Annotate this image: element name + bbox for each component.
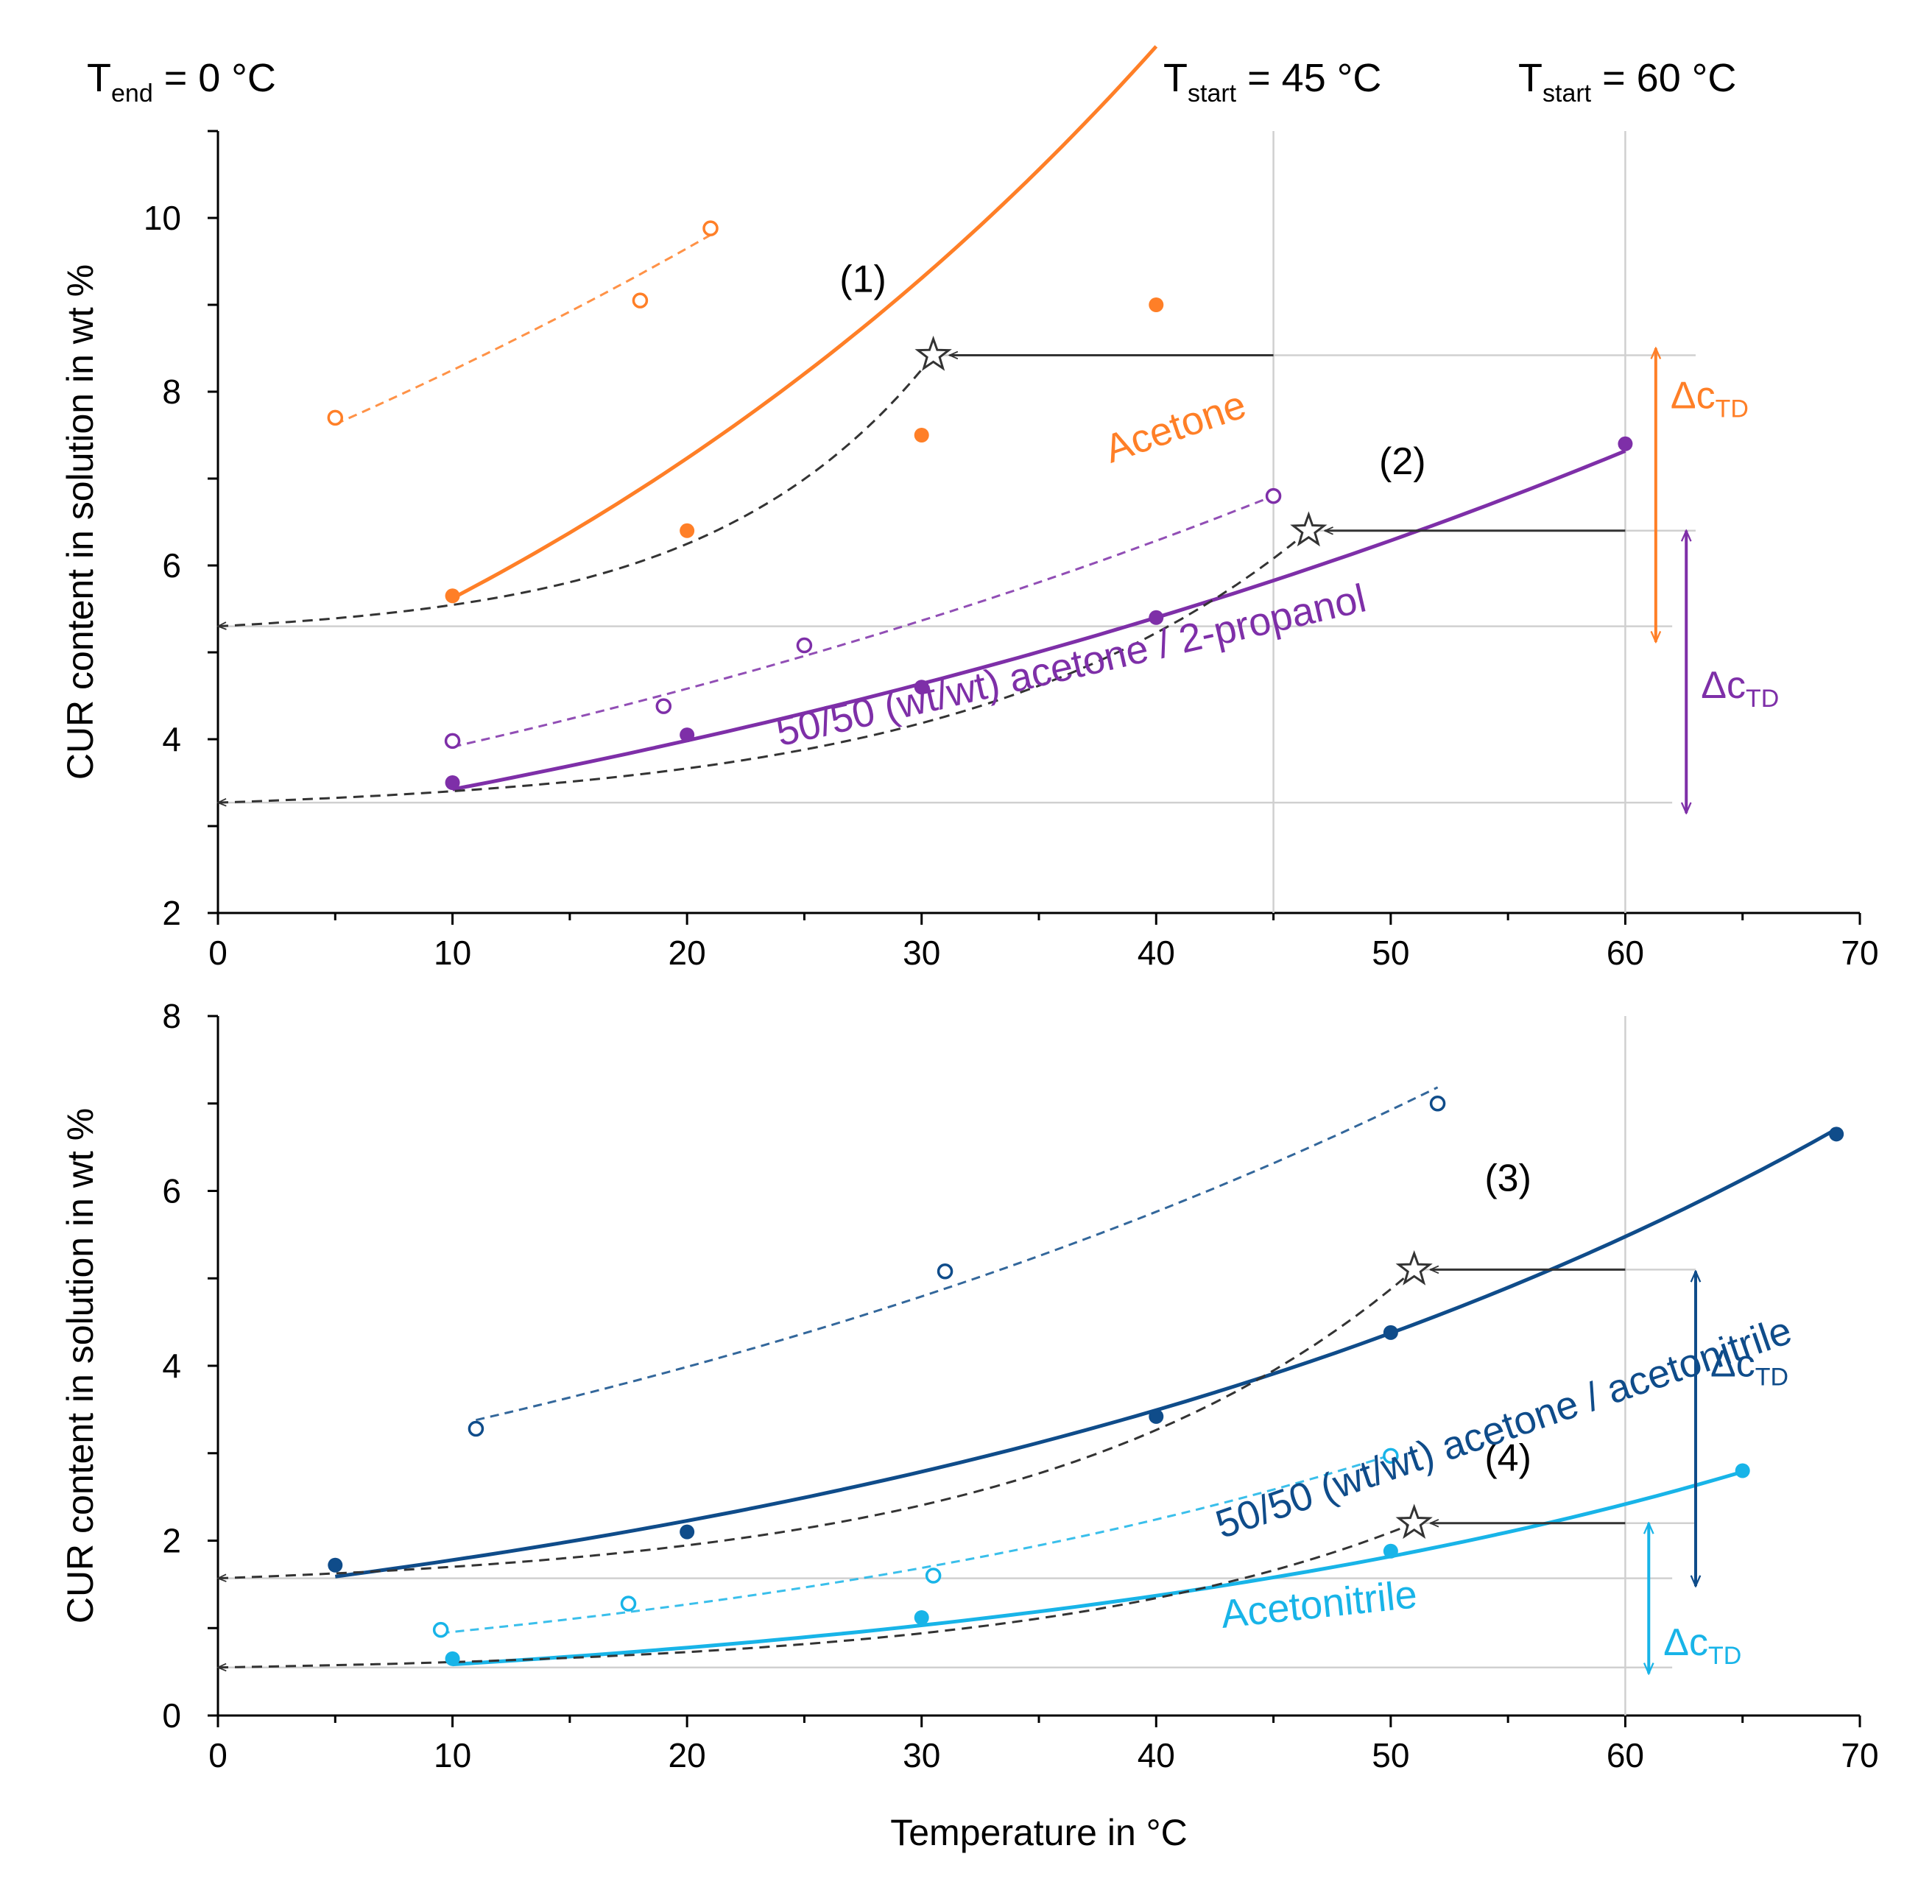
- top-trajectory-curve: [218, 529, 1310, 803]
- bottom-fit-curve: [476, 1086, 1439, 1422]
- top-data-point: [680, 727, 695, 743]
- t-end-label: Tend = 0 °C: [87, 56, 276, 107]
- top-chart: 0 10 20 30 40 50 60 70 2 4 6 8 10 CUR content in solu…: [60, 45, 1879, 972]
- top-data-point-open: [702, 220, 719, 236]
- bottom-delta-label: ΔcTD: [1663, 1621, 1741, 1670]
- bottom-x-tick-label: 10: [434, 1736, 471, 1774]
- top-data-point-open: [655, 698, 672, 714]
- bottom-data-point-open: [1429, 1096, 1446, 1112]
- bottom-data-point: [445, 1651, 460, 1666]
- top-trajectory-label: (1): [839, 258, 886, 300]
- top-fit-curve: [334, 233, 711, 426]
- bottom-data-point: [680, 1524, 695, 1540]
- bottom-x-tick-label: 30: [903, 1736, 940, 1774]
- top-x-tick-label: 0: [208, 934, 228, 972]
- top-star-marker: [914, 335, 952, 371]
- bottom-star-marker: [1395, 1249, 1433, 1286]
- bottom-data-point-open: [468, 1420, 484, 1437]
- bottom-data-point: [1383, 1325, 1398, 1340]
- bottom-x-tick-label: 40: [1138, 1736, 1175, 1774]
- bottom-data-point: [914, 1610, 929, 1625]
- top-data-point-open: [632, 292, 649, 308]
- bottom-trajectory-label: (3): [1484, 1157, 1531, 1200]
- top-data-point-open: [1265, 487, 1282, 504]
- top-data-point-open: [327, 409, 344, 426]
- top-fit-curve: [451, 45, 1158, 600]
- top-data-point: [680, 523, 695, 538]
- top-x-tick-label: 30: [903, 934, 940, 972]
- bottom-y-tick-label: 6: [162, 1172, 181, 1210]
- t-start-60-label: Tstart = 60 °C: [1518, 56, 1736, 107]
- bottom-star-marker: [1395, 1503, 1433, 1540]
- top-y-tick-label: 8: [162, 373, 181, 411]
- top-trajectory-label: (2): [1379, 440, 1426, 483]
- top-x-tick-label: 70: [1841, 934, 1878, 972]
- bottom-y-tick-label: 8: [162, 997, 181, 1035]
- top-data-point: [445, 588, 460, 604]
- bottom-trajectory-curve: [218, 1269, 1415, 1578]
- top-x-tick-label: 40: [1138, 934, 1175, 972]
- top-y-tick-label: 10: [144, 199, 181, 237]
- bottom-x-tick-label: 70: [1841, 1736, 1878, 1774]
- bottom-trajectory-curve: [218, 1522, 1415, 1668]
- top-series-label: Acetone: [1099, 382, 1252, 471]
- bottom-data-point: [1149, 1408, 1164, 1424]
- top-x-tick-label: 50: [1372, 934, 1409, 972]
- top-y-tick-label: 6: [162, 546, 181, 585]
- top-data-point: [1618, 436, 1633, 451]
- bottom-fit-curve: [452, 1470, 1744, 1667]
- top-delta-label: ΔcTD: [1701, 664, 1779, 713]
- bottom-y-tick-label: 2: [162, 1522, 181, 1560]
- bottom-delta-label: ΔcTD: [1710, 1342, 1788, 1391]
- bottom-fit-curve: [440, 1453, 1392, 1635]
- top-data-point: [914, 680, 929, 695]
- top-fit-curve: [452, 449, 1626, 791]
- top-data-point: [445, 775, 460, 790]
- bottom-data-point: [1829, 1126, 1844, 1142]
- bottom-data-point-open: [937, 1263, 953, 1280]
- bottom-y-tick-label: 4: [162, 1347, 181, 1385]
- bottom-x-axis-label: Temperature in °C: [890, 1812, 1188, 1853]
- bottom-data-point: [1735, 1463, 1750, 1478]
- top-star-marker: [1290, 511, 1328, 547]
- top-x-tick-label: 60: [1607, 934, 1644, 972]
- bottom-series-label: 50/50 (wt/wt) acetone / acetonitrile: [1210, 1308, 1797, 1547]
- bottom-y-tick-label: 0: [162, 1696, 181, 1735]
- top-x-tick-label: 10: [434, 934, 471, 972]
- top-y-tick-label: 2: [162, 894, 181, 932]
- bottom-trajectory-label: (4): [1484, 1437, 1531, 1480]
- top-data-point-open: [444, 733, 461, 750]
- bottom-data-point-open: [1383, 1448, 1399, 1464]
- bottom-data-point: [1383, 1543, 1398, 1559]
- top-data-point-open: [796, 637, 813, 654]
- top-delta-label: ΔcTD: [1671, 374, 1749, 423]
- top-trajectory-curve: [218, 354, 934, 626]
- top-series-label: 50/50 (wt/wt) acetone / 2-propanol: [772, 576, 1370, 755]
- figure-header: Tend = 0 °C Tstart = 45 °C Tstart = 60 °…: [87, 56, 1736, 107]
- bottom-data-point-open: [925, 1568, 942, 1584]
- top-data-point: [1149, 610, 1164, 625]
- bottom-x-tick-label: 20: [669, 1736, 706, 1774]
- bottom-data-point-open: [432, 1621, 449, 1638]
- bottom-x-tick-label: 50: [1372, 1736, 1409, 1774]
- top-y-axis-label: CUR content in solution in wt %: [60, 264, 101, 780]
- top-data-point: [914, 428, 929, 442]
- top-x-tick-label: 20: [669, 934, 706, 972]
- bottom-y-axis-label: CUR content in solution in wt %: [60, 1108, 101, 1623]
- bottom-x-tick-label: 60: [1607, 1736, 1644, 1774]
- bottom-chart: 0 10 20 30 40 50 60 70 0 2 4 6 8 CUR content in solut…: [60, 997, 1879, 1853]
- top-data-point: [1149, 297, 1164, 312]
- bottom-data-point-open: [620, 1596, 637, 1612]
- top-fit-curve: [452, 495, 1275, 748]
- top-y-tick-label: 4: [162, 720, 181, 758]
- bottom-data-point: [328, 1557, 343, 1573]
- t-start-45-label: Tstart = 45 °C: [1163, 56, 1381, 107]
- bottom-x-tick-label: 0: [208, 1736, 228, 1774]
- bottom-fit-curve: [334, 1127, 1838, 1579]
